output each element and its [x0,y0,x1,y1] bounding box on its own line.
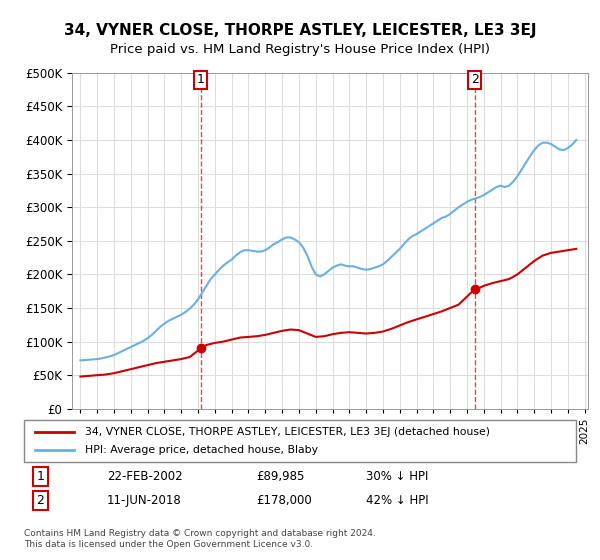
Text: HPI: Average price, detached house, Blaby: HPI: Average price, detached house, Blab… [85,445,318,455]
Text: £178,000: £178,000 [256,494,311,507]
Text: 30% ↓ HPI: 30% ↓ HPI [366,470,428,483]
Text: 34, VYNER CLOSE, THORPE ASTLEY, LEICESTER, LE3 3EJ (detached house): 34, VYNER CLOSE, THORPE ASTLEY, LEICESTE… [85,427,490,437]
Text: Price paid vs. HM Land Registry's House Price Index (HPI): Price paid vs. HM Land Registry's House … [110,43,490,56]
FancyBboxPatch shape [24,420,576,462]
Text: 11-JUN-2018: 11-JUN-2018 [107,494,182,507]
Text: 1: 1 [197,73,205,86]
Text: Contains HM Land Registry data © Crown copyright and database right 2024.
This d: Contains HM Land Registry data © Crown c… [24,529,376,549]
Text: 2: 2 [471,73,479,86]
Text: 42% ↓ HPI: 42% ↓ HPI [366,494,429,507]
Text: £89,985: £89,985 [256,470,304,483]
Text: 34, VYNER CLOSE, THORPE ASTLEY, LEICESTER, LE3 3EJ: 34, VYNER CLOSE, THORPE ASTLEY, LEICESTE… [64,24,536,38]
Text: 2: 2 [37,494,44,507]
Text: 22-FEB-2002: 22-FEB-2002 [107,470,182,483]
Text: 1: 1 [37,470,44,483]
